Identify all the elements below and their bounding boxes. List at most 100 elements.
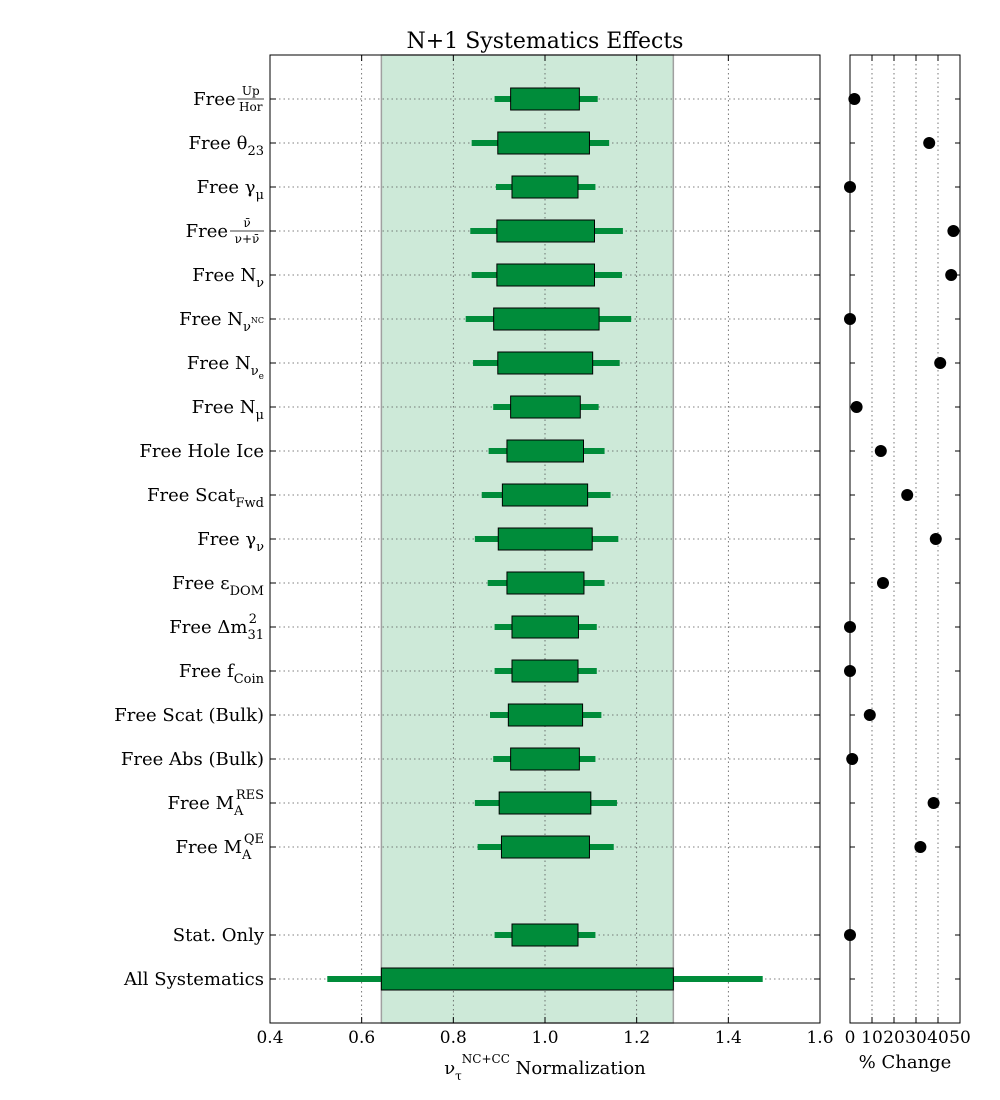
- box: [497, 131, 590, 155]
- side-x-axis-label: % Change: [859, 1052, 952, 1073]
- box: [496, 263, 595, 287]
- row-3: [470, 219, 623, 243]
- side-xtick-label: 20: [883, 1028, 905, 1048]
- main-plot: 0.4 0.6 0.8 1.0 1.2 1.4 1.6: [256, 54, 834, 1048]
- row-label: Free γν: [197, 529, 264, 555]
- row-1: [471, 131, 610, 155]
- row-10: [474, 527, 619, 551]
- box: [511, 615, 579, 639]
- box: [497, 351, 594, 375]
- side-xtick-label: 10: [861, 1028, 883, 1048]
- box: [500, 835, 590, 859]
- side-grid: [849, 55, 961, 1023]
- row-15: [493, 747, 596, 771]
- main-xtick-label: 0.8: [440, 1028, 467, 1048]
- row-label: All Systematics: [123, 969, 264, 990]
- box: [507, 703, 584, 727]
- row-12: [494, 615, 597, 639]
- box: [511, 923, 579, 947]
- side-plot-frame: [849, 54, 961, 1024]
- main-xtick-label: 0.6: [348, 1028, 375, 1048]
- side-point: [914, 841, 927, 853]
- row-label: Free γμ: [197, 177, 264, 203]
- row-label: Free εDOM: [172, 573, 264, 599]
- box: [380, 967, 674, 991]
- chart-title: N+1 Systematics Effects: [407, 29, 684, 54]
- row-8: [488, 439, 605, 463]
- row-17: [477, 835, 614, 859]
- box: [506, 571, 585, 595]
- main-xtick-label: 0.4: [256, 1028, 283, 1048]
- main-xtick-label: 1.2: [623, 1028, 650, 1048]
- box: [501, 483, 589, 507]
- side-point: [929, 533, 942, 545]
- side-point: [874, 445, 887, 457]
- row-5: [465, 307, 632, 331]
- side-point: [927, 797, 940, 809]
- row-label: Free ScatFwd: [147, 485, 264, 511]
- fraction-denominator: ν+ν̄: [235, 232, 260, 246]
- row-4: [471, 263, 622, 287]
- box: [510, 747, 580, 771]
- side-point: [877, 577, 889, 589]
- box: [506, 439, 585, 463]
- row-label: Free Nν: [192, 265, 264, 291]
- row-label: Stat. Only: [173, 925, 265, 946]
- side-point: [947, 225, 960, 237]
- box: [510, 395, 581, 419]
- row-label-fraction: ν̄ ν+ν̄: [230, 216, 264, 246]
- row-label: Free Scat (Bulk): [114, 705, 264, 726]
- fraction-denominator: Hor: [239, 100, 263, 114]
- row-7: [493, 395, 599, 419]
- row-label: Free fCoin: [179, 661, 265, 687]
- row-18: [494, 923, 596, 947]
- row-14: [490, 703, 602, 727]
- side-point: [945, 269, 958, 281]
- box: [498, 791, 592, 815]
- row-label: Free NνNC: [179, 309, 264, 335]
- row-label: Free Nμ: [192, 397, 264, 423]
- xlabel-sub: τ: [455, 1069, 462, 1083]
- box: [511, 659, 579, 683]
- row-label: Free: [186, 221, 228, 242]
- fraction-numerator: Up: [242, 84, 260, 98]
- side-point: [923, 137, 936, 149]
- side-points: [844, 93, 960, 941]
- row-2: [495, 175, 596, 199]
- side-plot: 0 10 20 30 40 50: [844, 54, 971, 1048]
- row-label: Free Abs (Bulk): [121, 749, 264, 770]
- box: [496, 219, 595, 243]
- row-label: Free MARES: [167, 788, 264, 819]
- row-label-fraction: Up Hor: [237, 84, 264, 114]
- side-point: [863, 709, 876, 721]
- main-xtick-label: 1.6: [806, 1028, 833, 1048]
- fraction-numerator: ν̄: [243, 216, 250, 230]
- main-x-axis-label: ντNC+CC Normalization: [444, 1052, 646, 1083]
- box: [497, 527, 593, 551]
- row-label: Free Nνe: [187, 353, 264, 382]
- box: [493, 307, 600, 331]
- side-xtick-label: 50: [949, 1028, 971, 1048]
- row-label: Free Δm312: [169, 612, 264, 643]
- main-x-ticks: 0.4 0.6 0.8 1.0 1.2 1.4 1.6: [256, 55, 834, 1048]
- side-xtick-label: 40: [927, 1028, 949, 1048]
- side-xtick-label: 0: [845, 1028, 856, 1048]
- box: [510, 87, 580, 111]
- side-point: [850, 401, 863, 413]
- box: [511, 175, 579, 199]
- row-label: Free θ23: [188, 133, 264, 159]
- systematic-rows: [327, 87, 763, 991]
- row-labels: Free Up Hor Free θ23 Free γμ Free ν̄ ν+ν̄ Free…: [114, 84, 265, 990]
- row-16: [474, 791, 617, 815]
- xlabel-base: ν: [444, 1058, 455, 1079]
- row-0: [494, 87, 598, 111]
- row-19: [327, 967, 763, 991]
- xlabel-sup: NC+CC: [462, 1052, 510, 1066]
- side-x-ticks: 0 10 20 30 40 50: [845, 55, 971, 1048]
- row-label: Free: [193, 89, 235, 110]
- main-xtick-label: 1.0: [531, 1028, 558, 1048]
- xlabel-rest: Normalization: [510, 1058, 646, 1079]
- row-label: Free MAQE: [175, 832, 264, 863]
- row-13: [494, 659, 597, 683]
